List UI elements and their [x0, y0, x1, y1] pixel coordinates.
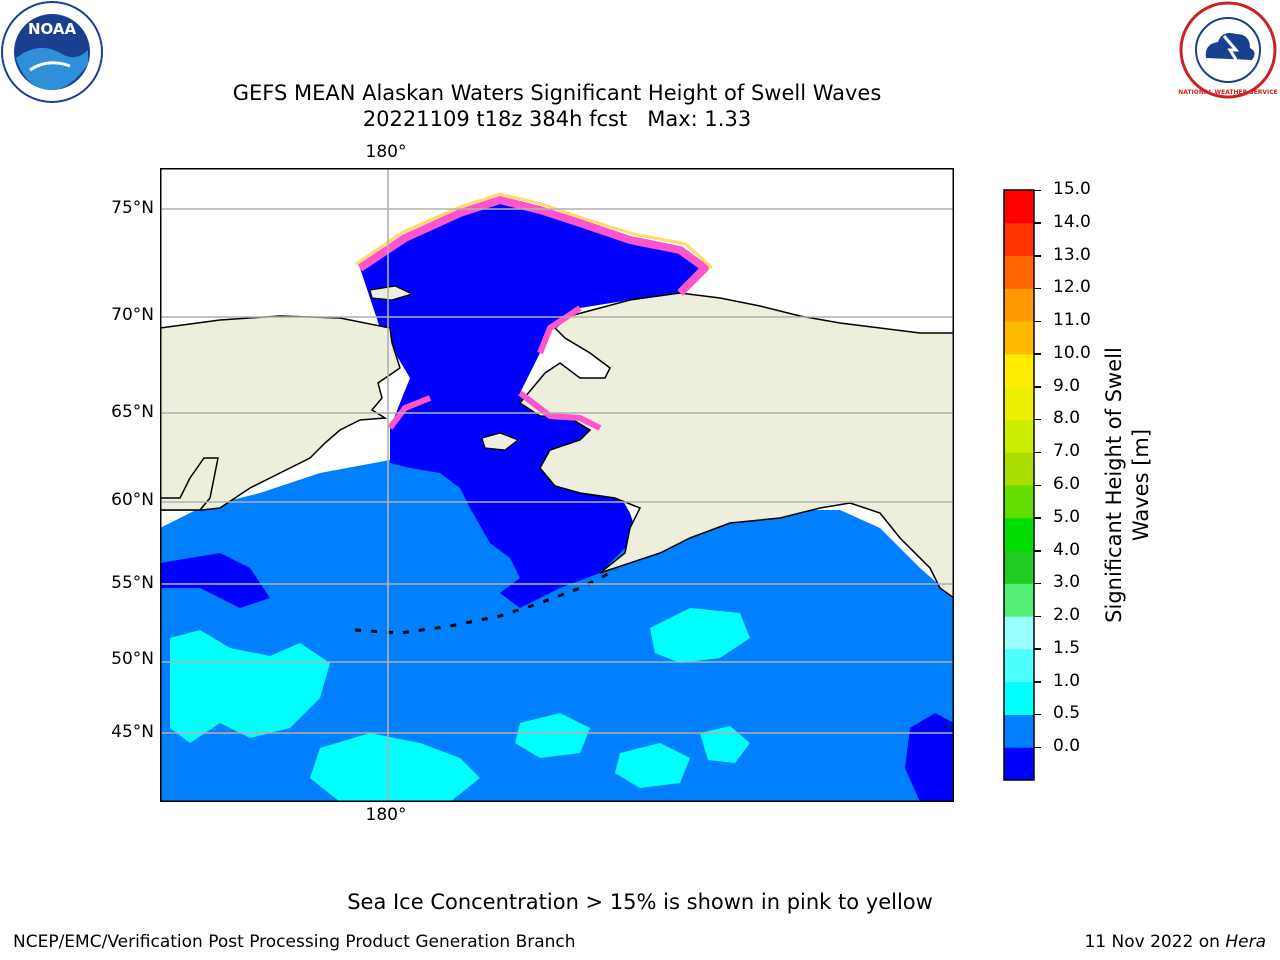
colorbar-tick-mark — [1034, 648, 1041, 650]
colorbar-tick-label: 5.0 — [1053, 506, 1081, 527]
graticule — [160, 168, 954, 802]
swell-height-map — [160, 168, 954, 802]
colorbar-band — [1004, 681, 1034, 715]
lat-label-45: 45°N — [111, 722, 154, 742]
sea-ice-note: Sea Ice Concentration > 15% is shown in … — [347, 890, 933, 914]
colorbar-label: Significant Height of Swell Waves [m] — [1102, 347, 1153, 623]
swell-patch-4 — [515, 713, 590, 758]
colorbar-band — [1004, 190, 1034, 224]
colorbar-band — [1004, 386, 1034, 420]
colorbar-tick-label: 13.0 — [1053, 244, 1091, 265]
colorbar-tick-mark — [1034, 222, 1041, 224]
lon-label-top: 180° — [365, 142, 407, 162]
lat-label-55: 55°N — [111, 573, 154, 593]
sea-ice-coast — [387, 305, 602, 431]
land-kamchatka — [160, 457, 219, 511]
lat-label-75: 75°N — [111, 198, 154, 218]
colorbar-band — [1004, 550, 1034, 584]
colorbar-tick-label: 4.0 — [1053, 539, 1081, 560]
land-alaska — [518, 292, 954, 599]
ocean-dark-patch-east — [905, 713, 954, 802]
swell-patch-1 — [170, 630, 330, 743]
colorbar-tick-label: 2.0 — [1053, 605, 1081, 626]
colorbar-tick-mark — [1034, 746, 1041, 749]
colorbar-band — [1004, 616, 1034, 650]
swell-patch-5 — [615, 743, 690, 788]
chart-title: GEFS MEAN Alaskan Waters Significant Hei… — [232, 81, 882, 105]
nws-logo: NATIONAL WEATHER SERVICE — [1178, 1, 1278, 99]
colorbar-band — [1004, 485, 1034, 519]
footer-branch: NCEP/EMC/Verification Post Processing Pr… — [13, 932, 576, 952]
colorbar-tick-label: 9.0 — [1053, 375, 1081, 396]
footer-machine: Hera — [1225, 932, 1266, 952]
colorbar-band — [1004, 583, 1034, 617]
colorbar-band — [1004, 288, 1034, 322]
colorbar-band — [1004, 452, 1034, 486]
colorbar-tick-mark — [1034, 386, 1041, 388]
colorbar-tick-label: 14.0 — [1053, 211, 1091, 232]
colorbar-band — [1004, 321, 1034, 355]
max-value: Max: 1.33 — [647, 107, 752, 131]
colorbar-tick-mark — [1034, 189, 1041, 191]
ocean-dark-patch-west — [160, 553, 270, 608]
ocean-dark-bristol — [520, 543, 630, 608]
colorbar-band — [1004, 353, 1034, 388]
colorbar-tick-label: 8.0 — [1053, 408, 1081, 429]
colorbar-tick-mark — [1034, 451, 1041, 454]
colorbar-tick-mark — [1034, 713, 1041, 716]
colorbar-tick-mark — [1034, 484, 1041, 486]
footer-date-text: 11 Nov 2022 on — [1084, 932, 1220, 952]
colorbar-band — [1004, 714, 1034, 748]
colorbar-tick-mark — [1034, 681, 1041, 683]
colorbar-tick-label: 10.0 — [1053, 342, 1091, 363]
lon-label-bottom: 180° — [365, 805, 407, 825]
lat-label-50: 50°N — [111, 649, 154, 669]
colorbar — [1003, 189, 1035, 781]
colorbar-tick-mark — [1034, 517, 1041, 519]
colorbar-tick-label: 12.0 — [1053, 277, 1091, 298]
colorbar-band — [1004, 517, 1034, 552]
chart-subtitle: 20221109 t18z 384h fcst Max: 1.33 — [160, 106, 954, 132]
colorbar-tick-mark — [1034, 287, 1041, 290]
run-info: 20221109 t18z 384h fcst — [362, 107, 628, 131]
colorbar-tick-label: 0.5 — [1053, 703, 1081, 724]
lat-label-65: 65°N — [111, 402, 154, 422]
colorbar-tick-label: 7.0 — [1053, 441, 1081, 462]
colorbar-tick-label: 1.0 — [1053, 670, 1081, 691]
colorbar-band — [1004, 419, 1034, 453]
colorbar-tick-label: 15.0 — [1053, 179, 1091, 199]
swell-patch-3 — [650, 608, 750, 663]
colorbar-tick-mark — [1034, 255, 1041, 257]
swell-patch-2 — [310, 733, 480, 802]
colorbar-band — [1004, 255, 1034, 289]
colorbar-tick-label: 0.0 — [1053, 736, 1081, 757]
lat-label-60: 60°N — [111, 490, 154, 510]
colorbar-tick-label: 3.0 — [1053, 572, 1081, 593]
footer-date: 11 Nov 2022 on Hera — [1084, 932, 1266, 952]
aleutian-islands — [354, 571, 611, 635]
colorbar-band — [1004, 648, 1034, 683]
sea-ice-edge — [355, 192, 714, 270]
land-st-lawrence — [481, 432, 520, 451]
ocean-light-region — [160, 460, 954, 802]
land-wrangel — [369, 285, 414, 301]
colorbar-tick-label: 6.0 — [1053, 474, 1081, 494]
colorbar-band — [1004, 747, 1034, 781]
colorbar-tick-mark — [1034, 615, 1041, 618]
colorbar-tick-label: 1.5 — [1053, 637, 1081, 658]
noaa-logo-text: NOAA — [28, 20, 77, 38]
colorbar-tick-mark — [1034, 320, 1041, 323]
colorbar-tick-mark — [1034, 353, 1041, 355]
swell-patch-6 — [700, 726, 750, 763]
colorbar-tick-mark — [1034, 582, 1041, 585]
colorbar-tick-label: 11.0 — [1053, 310, 1091, 331]
lat-label-70: 70°N — [111, 305, 154, 325]
colorbar-tick-mark — [1034, 418, 1041, 421]
noaa-logo: NOAA — [1, 1, 103, 103]
colorbar-band — [1004, 222, 1034, 257]
map-frame — [160, 168, 954, 802]
sea-ice-rim — [357, 196, 709, 296]
nws-logo-text: NATIONAL WEATHER SERVICE — [1178, 89, 1277, 96]
colorbar-tick-mark — [1034, 550, 1041, 552]
